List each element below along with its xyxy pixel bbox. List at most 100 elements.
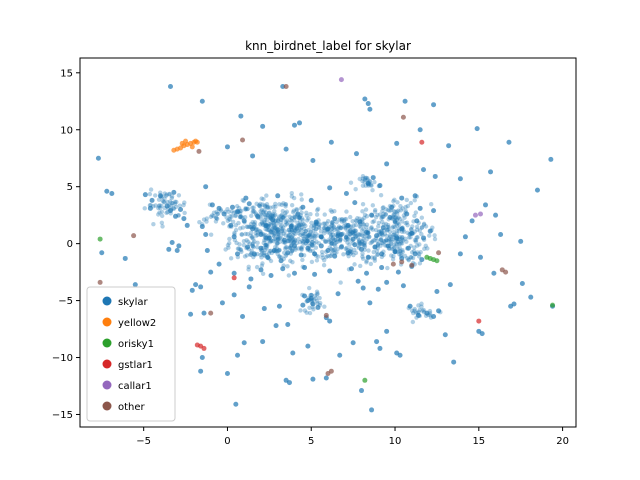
point-skylar	[348, 266, 354, 272]
point-skylar	[294, 226, 299, 231]
point-skylar	[417, 261, 423, 266]
point-skylar	[327, 254, 332, 259]
legend-label-orisky1: orisky1	[118, 339, 154, 350]
point-skylar	[201, 310, 207, 316]
point-skylar	[230, 219, 236, 225]
point-skylar	[158, 205, 163, 211]
point-skylar	[373, 215, 379, 220]
point-skylar	[226, 245, 231, 250]
point-skylar	[291, 122, 297, 128]
point-skylar	[164, 192, 169, 197]
point-skylar	[376, 220, 382, 226]
point-skylar	[248, 230, 254, 236]
point-skylar	[396, 222, 402, 227]
point-callar1	[338, 77, 344, 83]
point-skylar	[419, 225, 425, 230]
point-skylar	[343, 216, 349, 222]
point-skylar	[159, 209, 165, 215]
point-skylar	[400, 206, 405, 211]
point-skylar	[272, 223, 277, 228]
point-other	[409, 262, 415, 268]
point-skylar	[334, 226, 340, 232]
point-skylar	[275, 218, 281, 224]
point-skylar	[283, 202, 288, 207]
point-skylar	[335, 246, 341, 252]
point-gstlar1	[419, 139, 425, 145]
point-skylar	[405, 222, 410, 228]
point-skylar	[343, 237, 348, 243]
point-skylar	[300, 240, 306, 245]
point-skylar	[415, 243, 420, 248]
point-skylar	[290, 248, 295, 254]
point-skylar	[389, 253, 394, 258]
point-skylar	[292, 218, 297, 223]
point-skylar	[176, 193, 182, 198]
point-skylar	[263, 235, 268, 240]
point-skylar	[300, 231, 306, 236]
point-skylar	[282, 229, 287, 234]
point-skylar	[310, 232, 315, 238]
point-skylar	[153, 203, 158, 208]
point-skylar	[404, 239, 409, 244]
point-skylar	[156, 212, 161, 217]
y-tick-label: 15	[60, 68, 73, 79]
point-skylar	[215, 211, 221, 217]
point-skylar	[263, 204, 268, 209]
point-other	[436, 250, 442, 256]
point-skylar	[275, 227, 281, 233]
point-skylar	[303, 223, 308, 229]
point-skylar	[272, 230, 277, 236]
point-skylar	[171, 189, 177, 195]
point-skylar	[362, 234, 367, 239]
point-skylar	[380, 214, 386, 219]
point-skylar	[261, 240, 266, 246]
point-skylar	[289, 230, 294, 235]
point-skylar	[395, 239, 401, 245]
point-skylar	[326, 239, 332, 244]
point-skylar	[302, 265, 308, 271]
point-skylar	[168, 199, 173, 204]
point-skylar	[320, 255, 325, 261]
point-skylar	[275, 238, 280, 243]
point-skylar	[348, 246, 354, 252]
point-skylar	[367, 106, 373, 112]
point-skylar	[281, 215, 286, 220]
point-skylar	[371, 249, 376, 255]
point-skylar	[395, 220, 401, 225]
point-skylar	[519, 281, 525, 286]
point-skylar	[382, 239, 387, 244]
point-skylar	[262, 208, 267, 213]
point-skylar	[285, 220, 290, 225]
point-skylar	[446, 143, 452, 149]
point-skylar	[208, 232, 214, 237]
legend-marker-yellow2	[102, 317, 112, 327]
point-skylar	[231, 234, 237, 240]
point-skylar	[351, 223, 356, 228]
point-skylar	[275, 217, 280, 223]
point-skylar	[372, 244, 378, 250]
point-skylar	[406, 257, 411, 262]
point-skylar	[241, 238, 247, 244]
point-skylar	[346, 235, 351, 240]
point-skylar	[395, 200, 400, 205]
point-skylar	[279, 217, 284, 223]
point-skylar	[379, 214, 385, 219]
point-skylar	[315, 208, 320, 213]
point-skylar	[361, 236, 366, 242]
point-skylar	[353, 228, 358, 234]
point-skylar	[392, 220, 398, 225]
point-skylar	[162, 196, 167, 201]
point-skylar	[272, 208, 277, 214]
point-skylar	[303, 228, 309, 234]
point-skylar	[250, 243, 255, 249]
point-skylar	[344, 235, 349, 240]
point-skylar	[353, 187, 358, 192]
point-skylar	[282, 250, 287, 255]
point-skylar	[286, 233, 291, 238]
point-skylar	[299, 192, 304, 197]
point-skylar	[405, 230, 410, 236]
point-skylar	[295, 224, 300, 229]
point-skylar	[156, 205, 161, 211]
point-skylar	[315, 292, 320, 297]
point-skylar	[260, 271, 266, 276]
